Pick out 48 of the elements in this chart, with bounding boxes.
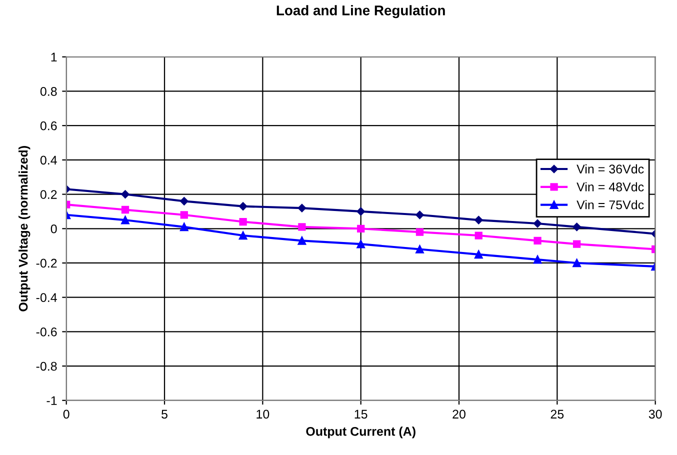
point [121,216,130,224]
point [533,255,542,264]
point [298,223,306,231]
legend-label: Vin = 75Vdc [576,200,644,210]
y-tick-label: 1 [51,52,57,62]
point [533,219,542,228]
y-tick-label: 0.6 [40,121,57,130]
x-tick-label: 25 [550,410,564,419]
x-tick-label: 5 [162,410,168,419]
point [238,202,248,210]
legend-label: Vin = 48Vdc [576,182,644,192]
point [180,197,188,206]
y-tick-label: -0.2 [36,258,57,268]
point [239,218,247,226]
point [298,204,306,212]
point [238,231,248,240]
point [357,224,365,232]
point [298,236,306,245]
point [474,216,483,224]
point [121,206,130,214]
legend-label: Vin = 36Vdc [576,164,644,174]
x-tick-label: 30 [648,410,662,419]
y-tick-label: -1 [46,396,57,405]
point [121,190,130,198]
point [534,236,542,244]
y-tick-label: 0.2 [40,190,57,199]
point [356,207,365,216]
point [180,211,188,219]
y-tick-label: 0.8 [40,87,57,96]
point [180,222,188,232]
x-tick-label: 0 [63,410,70,419]
point [416,245,424,254]
point [474,232,482,240]
y-tick-label: -0.6 [36,327,57,336]
x-axis-title: Output Current (A) [306,426,416,438]
point [416,228,424,236]
point [474,250,483,259]
x-tick-label: 20 [452,410,466,419]
x-tick-label: 15 [354,410,368,419]
y-tick-label: 0 [50,224,57,234]
y-tick-label: -0.8 [36,362,57,371]
x-tick-label: 10 [256,410,270,419]
point [356,240,366,248]
chart-title: Load and Line Regulation [276,5,445,18]
y-axis-title: Output Voltage (normalized) [18,146,30,312]
point [416,210,424,220]
y-tick-label: 0.4 [40,156,57,165]
y-tick-label: -0.4 [36,293,57,302]
